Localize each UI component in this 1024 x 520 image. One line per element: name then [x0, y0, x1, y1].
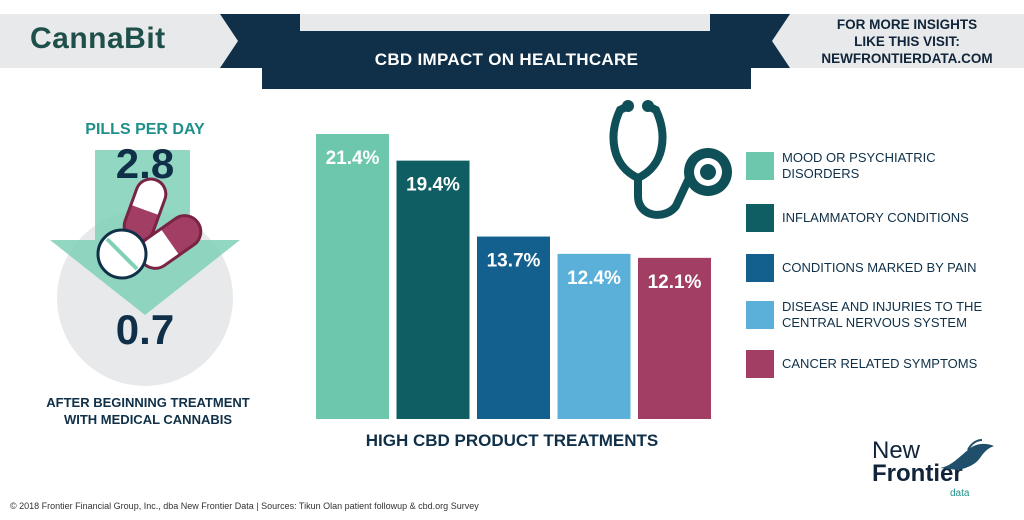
legend-item: MOOD OR PSYCHIATRIC DISORDERS — [746, 150, 1012, 182]
legend-item: INFLAMMATORY CONDITIONS — [746, 204, 1012, 232]
page-title: CBD IMPACT ON HEALTHCARE — [262, 31, 751, 89]
bar-2 — [397, 161, 470, 419]
pills-per-day-label: PILLS PER DAY — [60, 121, 230, 139]
legend-swatch — [746, 254, 774, 282]
bar-1 — [316, 134, 389, 419]
legend-swatch — [746, 301, 774, 329]
bar-value-label: 19.4% — [406, 175, 460, 196]
bar-value-label: 12.1% — [648, 272, 702, 293]
x-axis-label: HIGH CBD PRODUCT TREATMENTS — [312, 431, 712, 451]
legend-swatch — [746, 204, 774, 232]
after-treatment-caption: AFTER BEGINNING TREATMENT WITH MEDICAL C… — [38, 394, 258, 428]
website-link[interactable]: NEWFRONTIERDATA.COM — [790, 50, 1024, 67]
pills-before-value: 2.8 — [70, 140, 220, 188]
horse-icon — [938, 438, 998, 474]
bar-value-label: 12.4% — [567, 268, 621, 289]
insights-callout: FOR MORE INSIGHTS LIKE THIS VISIT: NEWFR… — [790, 14, 1024, 68]
bar-value-label: 13.7% — [487, 251, 541, 272]
legend-swatch — [746, 152, 774, 180]
new-frontier-logo: New Frontier data — [872, 440, 1012, 486]
legend-item: CONDITIONS MARKED BY PAIN — [746, 254, 1012, 282]
footer-credit: © 2018 Frontier Financial Group, Inc., d… — [10, 501, 479, 511]
legend-swatch — [746, 350, 774, 378]
legend-label: CONDITIONS MARKED BY PAIN — [782, 260, 1012, 276]
legend-label: MOOD OR PSYCHIATRIC DISORDERS — [782, 150, 1012, 182]
pills-after-value: 0.7 — [70, 306, 220, 354]
bar-value-label: 21.4% — [326, 148, 380, 169]
legend-label: CANCER RELATED SYMPTOMS — [782, 356, 1012, 372]
legend-item: CANCER RELATED SYMPTOMS — [746, 350, 1012, 378]
legend-label: DISEASE AND INJURIES TO THE CENTRAL NERVO… — [782, 299, 1012, 331]
legend-item: DISEASE AND INJURIES TO THE CENTRAL NERVO… — [746, 299, 1012, 331]
legend-label: INFLAMMATORY CONDITIONS — [782, 210, 1012, 226]
cannabit-logo: CannaBit — [30, 22, 166, 56]
bar-chart: 21.4% 19.4% 13.7% 12.4% 12.1% — [300, 130, 730, 422]
tablet-icon — [98, 230, 146, 278]
